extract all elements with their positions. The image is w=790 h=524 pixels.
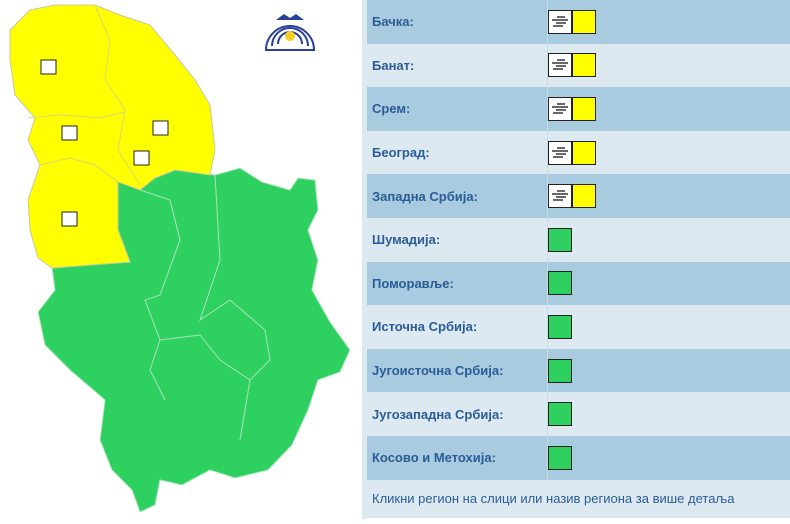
warning-cell <box>547 43 596 88</box>
warning-cell <box>547 435 572 480</box>
fog-icon <box>548 96 572 121</box>
warning-level-green <box>548 402 572 427</box>
region-name[interactable]: Бачка: <box>372 14 414 30</box>
fog-icon <box>548 9 572 34</box>
warning-level-yellow <box>572 96 596 121</box>
warning-cell <box>547 392 572 436</box>
footer-hint: Кликни регион на слици или назив региона… <box>367 479 790 518</box>
region-table: Бачка: Банат: Срем: Београд: Западна Србија:… <box>367 0 790 518</box>
region-name[interactable]: Косово и Метохија: <box>372 450 496 466</box>
region-name[interactable]: Југозападна Србија: <box>372 406 504 422</box>
warning-cell <box>547 261 572 306</box>
warning-cell <box>547 130 596 175</box>
region-row[interactable]: Југоисточна Србија: <box>367 348 790 393</box>
region-row[interactable]: Косово и Метохија: <box>367 435 790 480</box>
warning-level-green <box>548 358 572 383</box>
map-region-green[interactable] <box>37 167 351 513</box>
warning-level-yellow <box>572 140 596 165</box>
fog-icon <box>548 140 572 165</box>
warning-level-green <box>548 271 572 296</box>
warning-cell <box>547 217 572 262</box>
warning-level-yellow <box>572 53 596 78</box>
region-row[interactable]: Срем: <box>367 87 790 131</box>
warning-level-green <box>548 314 572 339</box>
warning-cell <box>547 174 596 218</box>
fog-markers <box>40 59 169 227</box>
region-name[interactable]: Поморавље: <box>372 275 454 291</box>
region-name[interactable]: Западна Србија: <box>372 188 478 204</box>
region-row[interactable]: Шумадија: <box>367 217 790 262</box>
warning-level-green <box>548 227 572 252</box>
region-row[interactable]: Београд: <box>367 130 790 175</box>
region-name[interactable]: Београд: <box>372 145 430 161</box>
region-name[interactable]: Источна Србија: <box>372 319 478 335</box>
region-name[interactable]: Банат: <box>372 57 415 73</box>
warning-level-green <box>548 445 572 470</box>
fog-icon <box>548 53 572 78</box>
region-name[interactable]: Шумадија: <box>372 232 441 248</box>
warning-map[interactable] <box>0 0 362 519</box>
warning-level-yellow <box>572 9 596 34</box>
logo <box>264 14 316 51</box>
region-row[interactable]: Бачка: <box>367 0 790 44</box>
region-row[interactable]: Поморавље: <box>367 261 790 306</box>
region-name[interactable]: Југоисточна Србија: <box>372 363 504 379</box>
region-row[interactable]: Западна Србија: <box>367 174 790 218</box>
region-row[interactable]: Банат: <box>367 43 790 88</box>
region-row[interactable]: Југозападна Србија: <box>367 392 790 436</box>
region-row[interactable]: Источна Србија: <box>367 305 790 349</box>
fog-icon <box>548 184 572 209</box>
warning-cell <box>547 87 596 131</box>
warning-cell <box>547 348 572 393</box>
warning-level-yellow <box>572 184 596 209</box>
region-name[interactable]: Срем: <box>372 101 411 117</box>
warning-cell <box>547 0 596 44</box>
warning-cell <box>547 305 572 349</box>
divider <box>362 0 367 519</box>
